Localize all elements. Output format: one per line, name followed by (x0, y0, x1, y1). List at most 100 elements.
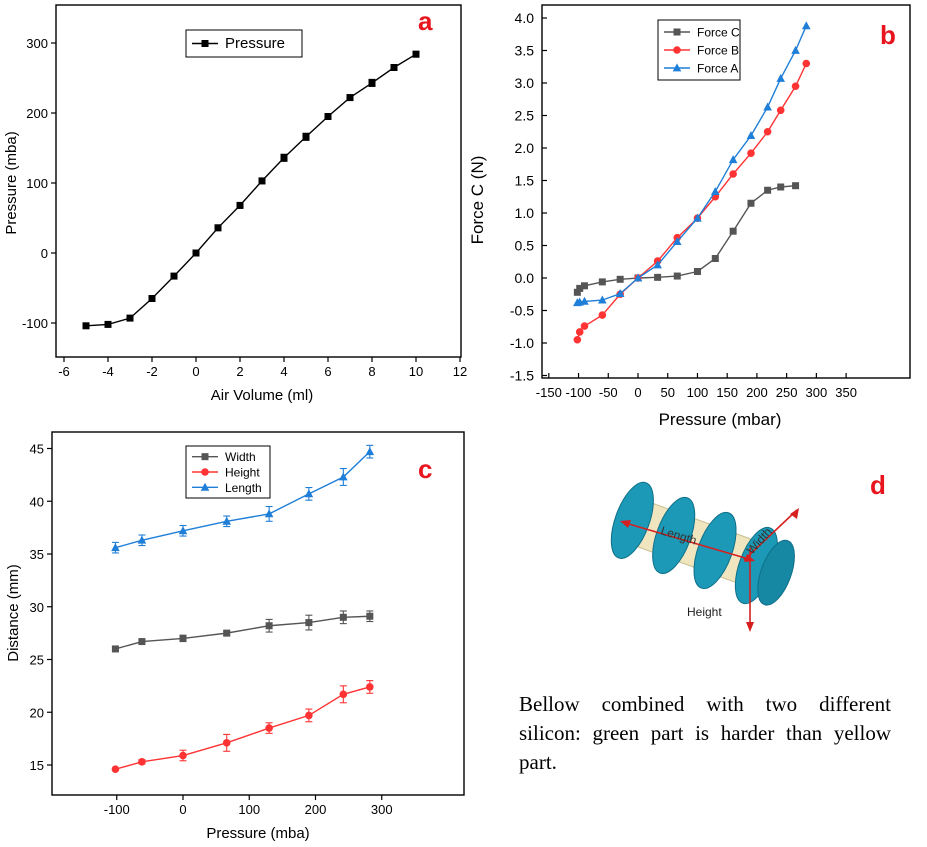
data-point (390, 64, 398, 71)
x-tick-label: 0 (192, 364, 199, 379)
data-point (653, 260, 662, 269)
y-tick-label: 0.5 (515, 238, 535, 254)
legend: Force C Force B Force A (657, 19, 741, 81)
y-tick-label: 300 (26, 36, 48, 51)
length-arrowhead-icon (620, 520, 631, 528)
data-point (179, 634, 187, 642)
data-point (728, 155, 738, 164)
y-tick-label: -0.5 (510, 303, 534, 319)
data-point (104, 320, 112, 328)
y-tick-label: 45 (30, 442, 44, 457)
x-tick-label: 300 (371, 802, 393, 817)
data-point (575, 328, 584, 336)
x-axis-label: Pressure (mbar) (659, 410, 782, 429)
data-point (223, 629, 231, 637)
data-point (111, 645, 119, 653)
height-arrowhead-icon (746, 622, 754, 632)
x-tick-label: 2 (236, 364, 243, 379)
data-point (673, 272, 681, 280)
legend-label: Height (225, 466, 260, 480)
x-tick-label: 150 (716, 385, 738, 400)
series-line (577, 25, 807, 304)
data-point (366, 683, 374, 691)
data-point (264, 509, 274, 518)
x-tick-label: -6 (58, 364, 70, 379)
data-point (179, 751, 187, 760)
data-point (580, 322, 589, 330)
data-point (693, 268, 701, 275)
y-axis-label: Distance (mm) (5, 564, 22, 662)
x-tick-label: -100 (566, 385, 592, 400)
data-point (763, 127, 772, 136)
panel-label-b: b (880, 20, 896, 50)
height-label: Height (687, 605, 722, 619)
data-point (126, 314, 134, 322)
data-point (339, 613, 347, 621)
x-tick-label: 10 (409, 364, 423, 379)
series-line (115, 615, 370, 650)
y-tick-label: 200 (26, 106, 48, 121)
data-point (324, 113, 332, 120)
data-point (178, 526, 188, 535)
panel-a-chart: -6 -4 -2 0 2 4 6 8 10 12 -100 0 100 200 300 Air Volume … (3, 4, 467, 404)
data-point (305, 711, 313, 720)
x-tick-label: 100 (687, 385, 709, 400)
data-point (598, 278, 606, 286)
panel-label-d: d (870, 470, 886, 500)
legend-swatch-marker (200, 482, 210, 491)
data-point (693, 213, 702, 222)
y-tick-label: 4.0 (515, 10, 535, 26)
panel-label-a: a (418, 6, 433, 36)
y-tick-label: 0 (41, 246, 48, 261)
y-tick-label: 25 (30, 653, 44, 668)
y-tick-label: -100 (22, 316, 48, 331)
data-point (137, 535, 147, 544)
data-point (365, 447, 375, 456)
data-point (222, 516, 232, 525)
y-tick-label: 15 (30, 758, 44, 773)
x-tick-label: 250 (776, 385, 798, 400)
data-point (802, 59, 811, 68)
data-point (729, 170, 737, 178)
legend-label: Length (225, 481, 262, 495)
y-tick-label: -1.0 (510, 335, 534, 351)
data-point (366, 612, 374, 620)
plot-frame (541, 4, 911, 379)
x-tick-label: -50 (599, 385, 618, 400)
y-tick-label: 3.5 (515, 43, 535, 59)
data-point (633, 273, 643, 282)
data-point (304, 489, 314, 498)
x-tick-label: 50 (660, 385, 674, 400)
x-tick-label: 6 (324, 364, 331, 379)
x-tick-label: -150 (536, 385, 562, 400)
bellow-diagram: Length Width Height (610, 481, 799, 632)
y-tick-label: 30 (30, 600, 44, 615)
data-point (598, 295, 607, 304)
data-point (615, 289, 625, 297)
length-arrow (621, 521, 753, 561)
y-tick-label: 40 (30, 494, 44, 509)
y-axis-label: Pressure (mba) (3, 131, 20, 234)
data-point (747, 149, 755, 157)
series-width (111, 610, 374, 653)
data-point (339, 690, 348, 699)
x-tick-label: 4 (280, 364, 287, 379)
data-point (580, 282, 588, 290)
legend-label: Force A (697, 62, 738, 76)
x-tick-label: 0 (179, 802, 186, 817)
data-point (764, 186, 772, 194)
data-point (573, 288, 581, 296)
y-tick-label: -1.5 (510, 368, 534, 384)
data-point (265, 622, 273, 630)
x-tick-label: -2 (146, 364, 158, 379)
data-point (222, 739, 231, 747)
data-point (598, 311, 607, 319)
legend: Pressure (185, 29, 303, 58)
series-pressure (82, 50, 420, 330)
data-point (138, 638, 146, 646)
legend-label: Pressure (225, 35, 285, 52)
data-point (616, 275, 624, 283)
series-force-c (573, 182, 800, 296)
data-point (214, 224, 222, 232)
